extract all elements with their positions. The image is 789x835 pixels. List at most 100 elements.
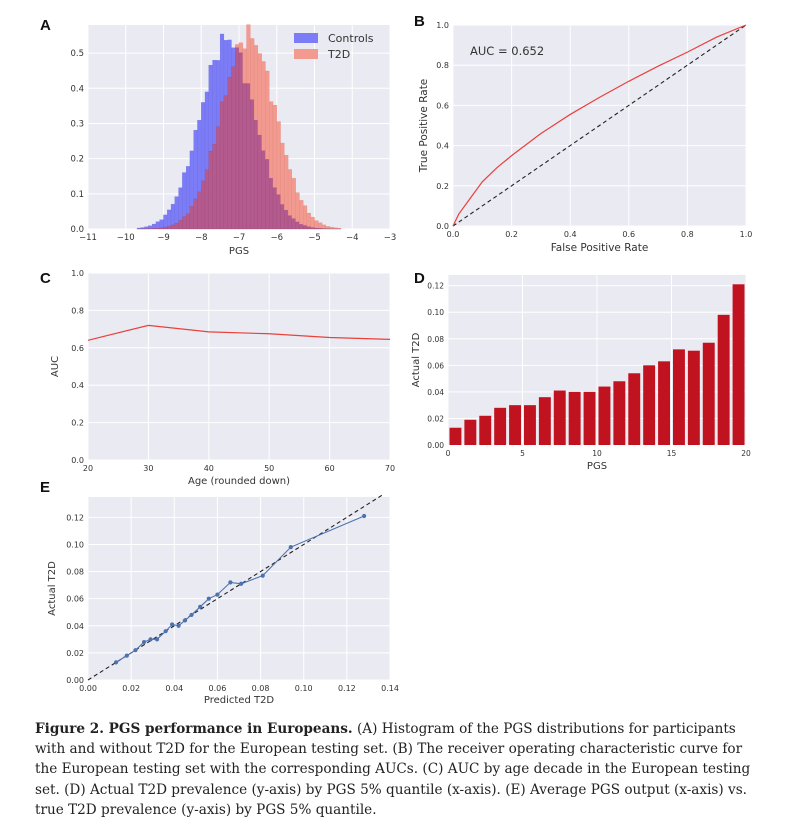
calibration-point	[148, 637, 153, 642]
chart-e-xlabel: Predicted T2D	[204, 695, 275, 706]
chart-a-ytick-label: 0.0	[70, 225, 84, 235]
chart-e-ytick-label: 0.10	[66, 540, 84, 549]
calibration-point	[260, 573, 265, 578]
prevalence-bar	[628, 373, 641, 445]
chart-b-ytick-label: 0.4	[436, 142, 449, 151]
chart-e-ylabel: Actual T2D	[47, 561, 58, 616]
chart-c-xtick-label: 30	[143, 464, 153, 473]
chart-e-xtick-label: 0.14	[381, 684, 399, 693]
prevalence-bar	[523, 405, 536, 445]
prevalence-bar	[658, 361, 671, 445]
chart-e-ytick-label: 0.12	[66, 513, 84, 522]
panel-label-d: D	[414, 270, 425, 287]
chart-a-ytick-label: 0.4	[70, 84, 84, 94]
chance-diagonal-line	[452, 24, 747, 227]
calibration-point	[182, 618, 188, 623]
chart-d-ytick-label: 0.00	[427, 441, 444, 450]
chart-a-xlabel: PGS	[229, 246, 249, 257]
figure-caption: Figure 2. PGS performance in Europeans. …	[35, 719, 760, 820]
chart-b-xlabel: False Positive Rate	[551, 242, 649, 254]
chart-a-xtick-label: −7	[233, 233, 246, 243]
prevalence-bar	[583, 391, 596, 445]
chart-b-xtick-label: 0.6	[622, 230, 635, 239]
prevalence-bar	[732, 284, 745, 445]
chart-a-xtick-label: −4	[346, 233, 359, 243]
roc-curve-line	[452, 24, 747, 227]
prevalence-bar	[449, 427, 462, 445]
chart-d-ytick-label: 0.06	[427, 361, 444, 370]
chart-d-ylabel: Actual T2D	[411, 332, 422, 387]
chart-c-xtick-label: 20	[83, 464, 93, 473]
chart-c-ytick-label: 0.8	[71, 306, 84, 315]
prevalence-bar	[553, 390, 566, 445]
prevalence-bar	[598, 386, 611, 445]
calibration-point	[141, 639, 147, 645]
chart-e-xtick-label: 0.00	[79, 684, 97, 693]
calibration-point	[154, 637, 160, 642]
calibration-point	[170, 622, 175, 627]
chart-b-ytick-label: 0.8	[436, 61, 449, 70]
calibration-point	[113, 660, 119, 665]
chart-b-ytick-label: 0.6	[436, 101, 449, 110]
chart-d-ytick-label: 0.02	[427, 414, 444, 423]
chart-e-xtick-label: 0.06	[209, 684, 227, 693]
chart-a-xtick-label: −6	[270, 233, 283, 243]
chart-d-xtick-label: 0	[446, 449, 451, 458]
panel-label-e: E	[40, 479, 51, 496]
panel-label-a: A	[40, 17, 51, 34]
chart-c-xlabel: Age (rounded down)	[188, 476, 290, 487]
calibration-point	[206, 596, 211, 601]
chart-c-ytick-label: 0.0	[71, 456, 84, 465]
legend-t2d-label: T2D	[327, 48, 350, 61]
chart-e-xtick-label: 0.12	[338, 684, 356, 693]
chart-b-xtick-label: 0.8	[681, 230, 694, 239]
prevalence-bar	[613, 381, 626, 445]
chart-b-xtick-label: 0.2	[505, 230, 518, 239]
chart-d-ytick-label: 0.10	[427, 308, 444, 317]
chart-a-ytick-label: 0.1	[70, 190, 84, 200]
calibration-point	[163, 629, 168, 634]
chart-e-xtick-label: 0.02	[122, 684, 140, 693]
chart-c-ytick-label: 0.6	[71, 344, 84, 353]
chart-c-ytick-label: 0.4	[71, 381, 84, 390]
legend-t2d-swatch	[294, 49, 318, 59]
chart-b-xtick-label: 0.0	[447, 230, 460, 239]
chart-d-xlabel: PGS	[587, 461, 607, 472]
chart-a-xtick-label: −5	[308, 233, 321, 243]
chart-c-xtick-label: 40	[204, 464, 214, 473]
chart-a-ytick-label: 0.2	[70, 155, 84, 165]
calibration-point	[198, 604, 203, 609]
legend-controls-label: Controls	[328, 32, 374, 45]
chart-e-ytick-label: 0.08	[66, 568, 84, 577]
calibration-point	[124, 653, 129, 658]
calibration-point	[228, 580, 233, 585]
calibration-point	[133, 648, 138, 653]
prevalence-bar	[702, 342, 715, 445]
chart-a-xtick-label: −8	[195, 233, 208, 243]
calibration-point	[362, 513, 367, 519]
chart-b-xtick-label: 1.0	[740, 230, 753, 239]
calibration-point	[215, 592, 220, 597]
chart-a-ytick-label: 0.3	[70, 119, 84, 129]
chart-b-xtick-label: 0.4	[564, 230, 577, 239]
calibration-point	[288, 545, 293, 550]
chart-e-xtick-label: 0.04	[165, 684, 183, 693]
chart-b-ytick-label: 1.0	[436, 21, 449, 30]
chart-e-ytick-label: 0.06	[66, 595, 84, 604]
chart-c-ytick-label: 0.2	[71, 419, 84, 428]
prevalence-bar	[717, 314, 730, 445]
auc-age-line	[87, 324, 391, 341]
chart-d-ytick-label: 0.08	[427, 335, 444, 344]
chart-b-ytick-label: 0.2	[436, 182, 449, 191]
chart-d-xtick-label: 15	[667, 449, 677, 458]
chart-d-ytick-label: 0.04	[427, 388, 444, 397]
chart-b-ylabel: True Positive Rate	[418, 79, 430, 174]
panel-label-c: C	[40, 270, 51, 287]
chart-c-xtick-label: 70	[385, 464, 395, 473]
prevalence-bar	[568, 391, 581, 445]
chart-d-xtick-label: 20	[741, 449, 751, 458]
calibration-point	[176, 623, 181, 628]
chart-a-xtick-label: −11	[79, 233, 97, 243]
